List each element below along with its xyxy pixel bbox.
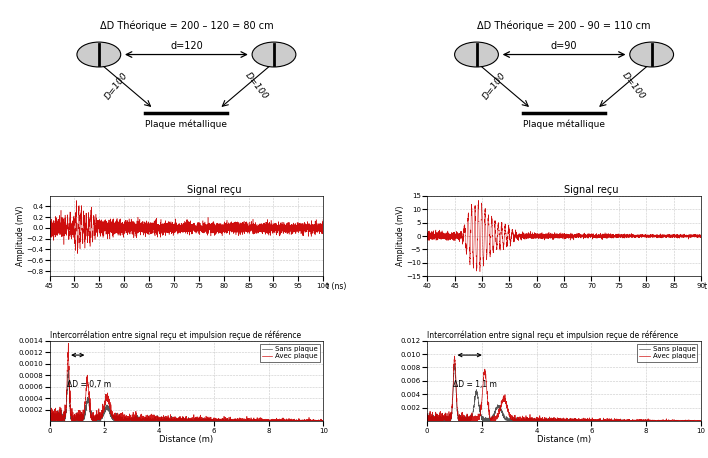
Avec plaque [319,418,328,424]
Avec plaque [462,419,471,424]
Avec plaque [285,418,293,424]
Sans plaque [276,419,285,424]
Line: Sans plaque: Sans plaque [427,364,701,421]
Text: t (ns): t (ns) [326,282,346,291]
Sans plaque [540,418,549,424]
Ellipse shape [629,42,673,67]
Sans plaque [697,419,705,424]
Sans plaque [583,419,592,424]
Avec plaque [423,418,431,423]
Sans plaque [150,418,159,423]
Avec plaque [697,419,705,424]
Avec plaque [662,418,670,424]
Sans plaque [162,418,171,424]
Text: ΔD = 0,7 m: ΔD = 0,7 m [67,380,111,389]
Sans plaque [76,415,85,421]
Avec plaque [45,419,54,424]
Avec plaque [455,414,463,419]
Text: D=100: D=100 [103,71,130,101]
Avec plaque [93,415,101,420]
X-axis label: Distance (m): Distance (m) [537,435,591,444]
Avec plaque [162,415,171,420]
Sans plaque [314,418,322,424]
Text: D=100: D=100 [481,71,508,101]
Text: t (ns): t (ns) [704,282,708,291]
Title: Signal reçu: Signal reçu [564,185,619,195]
Text: D=100: D=100 [243,71,270,101]
Sans plaque [93,418,101,424]
Avec plaque [64,340,73,346]
Sans plaque [45,415,54,421]
Legend: Sans plaque, Avec plaque: Sans plaque, Avec plaque [637,344,697,361]
Text: ΔD = 1,1 m: ΔD = 1,1 m [453,380,497,389]
X-axis label: Distance (m): Distance (m) [159,435,214,444]
Text: Intercorrélation entre signal reçu et impulsion reçue de référence: Intercorrélation entre signal reçu et im… [427,330,678,340]
Text: Plaque métallique: Plaque métallique [145,119,227,129]
Y-axis label: Amplitude (mV): Amplitude (mV) [396,206,405,266]
Sans plaque [319,418,328,424]
Ellipse shape [455,42,498,67]
Avec plaque [450,353,459,359]
Avec plaque [540,418,549,424]
Text: ΔD Théorique = 200 – 90 = 110 cm: ΔD Théorique = 200 – 90 = 110 cm [477,21,651,31]
Avec plaque [150,418,159,424]
Avec plaque [76,418,85,423]
Sans plaque [471,394,479,399]
Avec plaque [528,416,537,421]
Avec plaque [254,419,263,424]
Sans plaque [285,419,293,424]
Avec plaque [692,418,700,424]
Line: Avec plaque: Avec plaque [50,343,324,421]
Text: Plaque métallique: Plaque métallique [523,119,605,129]
Text: d=90: d=90 [551,41,577,51]
Avec plaque [314,418,322,424]
Ellipse shape [77,42,121,67]
Line: Sans plaque: Sans plaque [50,370,324,421]
Sans plaque [423,416,431,421]
Sans plaque [450,361,459,366]
Avec plaque [471,418,479,423]
Y-axis label: Amplitude (mV): Amplitude (mV) [16,206,25,266]
Sans plaque [692,419,700,424]
Text: Intercorrélation entre signal reçu et impulsion reçue de référence: Intercorrélation entre signal reçu et im… [50,330,301,340]
Legend: Sans plaque, Avec plaque: Sans plaque, Avec plaque [260,344,320,361]
Sans plaque [528,416,537,422]
Sans plaque [455,415,463,421]
Text: ΔD Théorique = 200 – 120 = 80 cm: ΔD Théorique = 200 – 120 = 80 cm [100,21,273,31]
Line: Avec plaque: Avec plaque [427,356,701,421]
Text: D=100: D=100 [621,71,647,101]
Sans plaque [662,419,670,424]
Sans plaque [64,367,73,373]
Ellipse shape [252,42,296,67]
Text: d=120: d=120 [170,41,202,51]
Title: Signal reçu: Signal reçu [186,185,241,195]
